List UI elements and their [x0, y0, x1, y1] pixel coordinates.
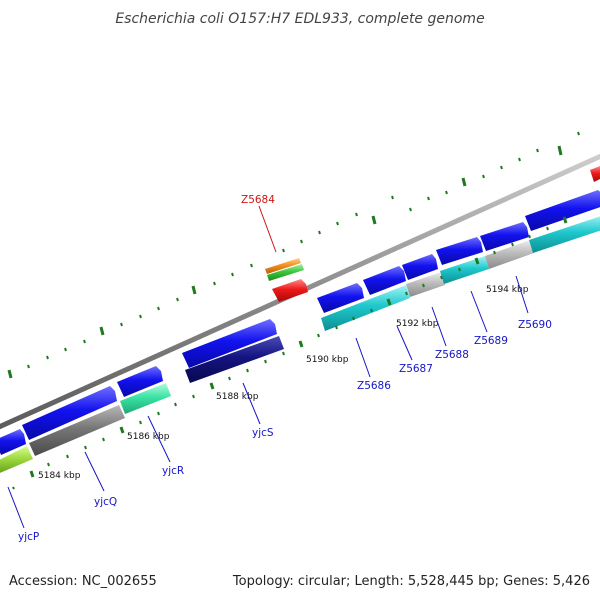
ruler-label: 5190 kbp: [306, 355, 349, 365]
gene-bar-silver[interactable]: [406, 272, 445, 297]
ruler-label: 5184 kbp: [38, 471, 81, 481]
gene-label-yjcR[interactable]: yjcR: [162, 465, 184, 477]
gene-bar-silver[interactable]: [485, 240, 534, 269]
gene-arrow-fwd[interactable]: [117, 366, 163, 397]
gene-arrow-fwd[interactable]: [182, 319, 277, 368]
ruler-labels: 5184 kbp 5186 kbp 5188 kbp 5190 kbp 5192…: [38, 285, 529, 481]
outer-tick-ring: [7, 131, 580, 379]
ruler-label: 5188 kbp: [216, 392, 259, 402]
feature-orange[interactable]: [265, 258, 301, 274]
gene-bar-lime[interactable]: [0, 446, 33, 475]
ruler-label: 5186 kbp: [127, 432, 170, 442]
gene-arrow-fwd[interactable]: [317, 283, 364, 313]
gene-leader-lines: [7, 205, 529, 529]
gene-bar-teal[interactable]: [321, 285, 410, 331]
feature-green[interactable]: [267, 264, 304, 281]
topology-text: Topology: circular; Length: 5,528,445 bp…: [232, 574, 590, 589]
gene-bar-navy[interactable]: [185, 336, 284, 383]
gene-arrow-fwd[interactable]: [22, 386, 117, 440]
reverse-strand-genes: [0, 215, 600, 475]
gene-arrow-fwd[interactable]: [436, 237, 483, 265]
inner-ruler-ticks: [12, 216, 568, 490]
accession-text: Accession: NC_002655: [9, 574, 157, 589]
gene-labels: yjcP yjcQ yjcR yjcS Z5684 Z5686 Z5687 Z5…: [18, 194, 552, 543]
gene-label-Z5689[interactable]: Z5689: [474, 335, 508, 347]
gene-arrow-fwd[interactable]: [0, 429, 26, 455]
gene-label-yjcP[interactable]: yjcP: [18, 531, 39, 543]
feature-red[interactable]: [272, 279, 308, 302]
gene-arrow-fwd[interactable]: [363, 266, 406, 295]
gene-arrow-fwd[interactable]: [525, 190, 600, 231]
gene-label-Z5687[interactable]: Z5687: [399, 363, 433, 375]
ruler-label: 5192 kbp: [396, 319, 439, 329]
gene-label-Z5688[interactable]: Z5688: [435, 349, 469, 361]
feature-red-edge[interactable]: [590, 166, 600, 182]
gene-label-yjcS[interactable]: yjcS: [252, 427, 274, 439]
gene-label-Z5684[interactable]: Z5684: [241, 194, 275, 206]
gene-label-Z5690[interactable]: Z5690: [518, 319, 552, 331]
forward-strand-genes: [0, 190, 600, 455]
gene-bar-mint[interactable]: [120, 383, 171, 414]
gene-bar-teal[interactable]: [529, 215, 600, 253]
gene-arrow-fwd[interactable]: [402, 254, 438, 280]
gene-arrow-fwd[interactable]: [480, 222, 529, 251]
genome-title: Escherichia coli O157:H7 EDL933, complet…: [115, 11, 484, 27]
gene-label-Z5686[interactable]: Z5686: [357, 380, 391, 392]
feature-stack-z5684: [265, 166, 600, 302]
gene-label-yjcQ[interactable]: yjcQ: [94, 496, 117, 508]
ruler-label: 5194 kbp: [486, 285, 529, 295]
gene-bar-gray[interactable]: [29, 405, 125, 456]
